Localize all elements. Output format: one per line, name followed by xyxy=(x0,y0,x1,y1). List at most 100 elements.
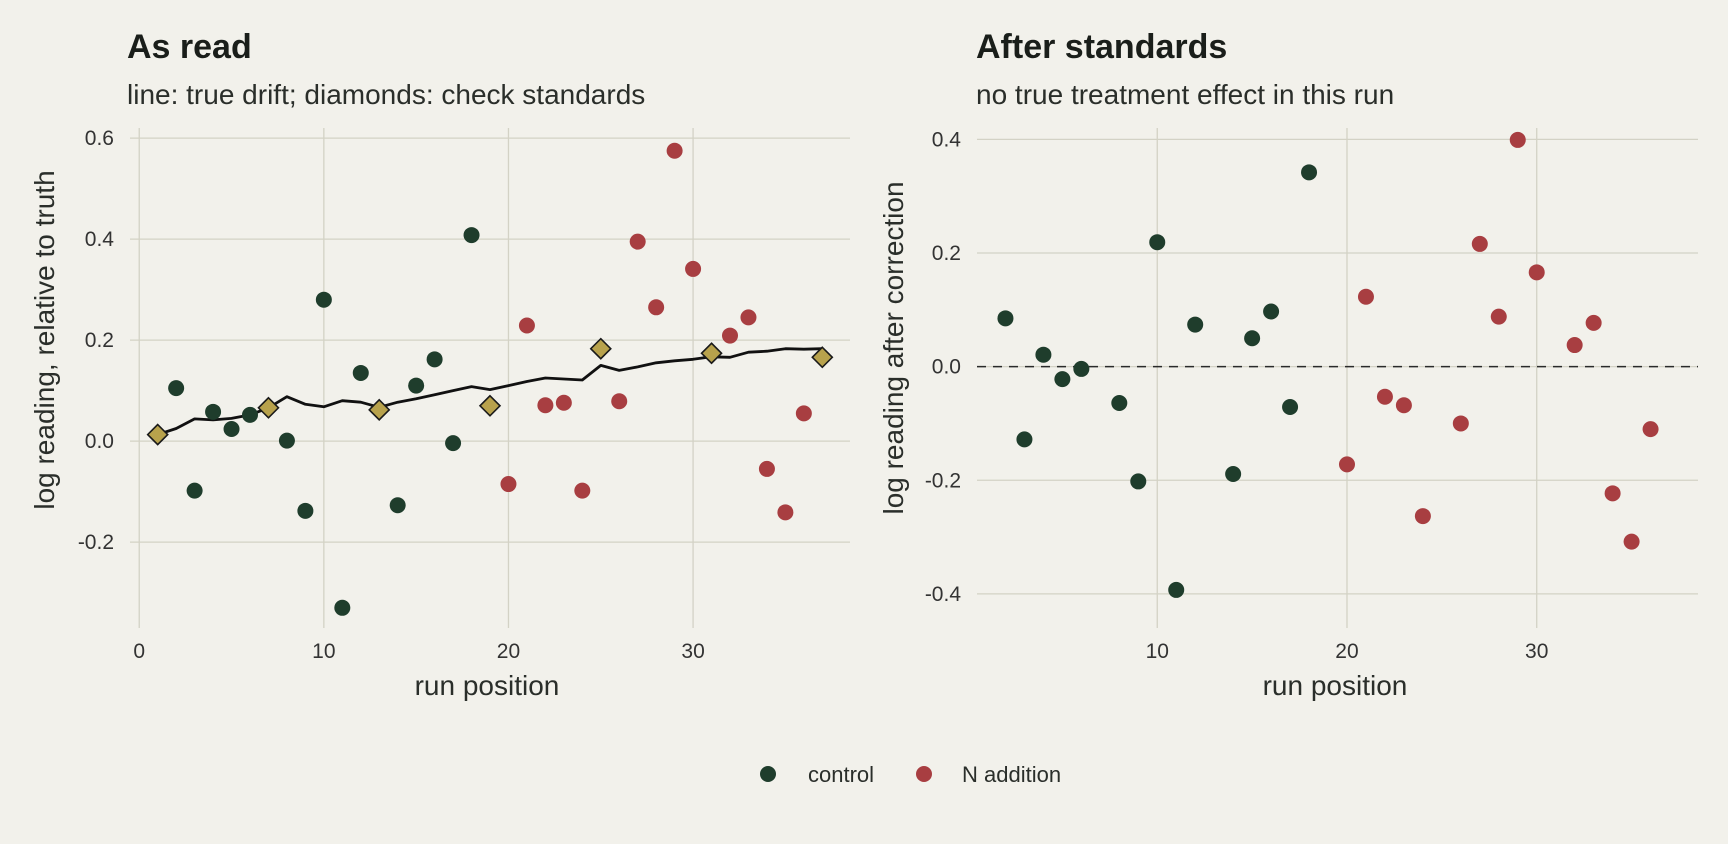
left-n-addition-point xyxy=(758,460,775,477)
right-n-addition-point xyxy=(1490,308,1507,325)
right-control-point xyxy=(1187,316,1204,333)
right-x-tick-label: 30 xyxy=(1525,640,1548,663)
left-control-point xyxy=(205,403,222,420)
left-control-point xyxy=(463,227,480,244)
left-n-addition-point xyxy=(611,393,628,410)
left-x-axis-label: run position xyxy=(415,670,560,701)
left-control-point xyxy=(334,599,351,616)
left-n-addition-point xyxy=(574,482,591,499)
legend-n-addition-swatch xyxy=(916,766,932,782)
left-control-point xyxy=(297,502,314,519)
left-n-addition-point xyxy=(537,397,554,414)
left-control-point xyxy=(223,421,240,438)
right-n-addition-point xyxy=(1623,533,1640,550)
right-n-addition-point xyxy=(1395,397,1412,414)
left-control-point xyxy=(278,432,295,449)
right-control-point xyxy=(1054,371,1071,388)
left-check-standard-diamond xyxy=(478,394,502,417)
left-y-tick-label: 0.4 xyxy=(85,228,115,251)
right-y-tick-label: -0.2 xyxy=(925,469,961,492)
legend-n-addition-label: N addition xyxy=(962,762,1061,787)
left-true-drift-line xyxy=(157,347,823,436)
right-control-point xyxy=(1244,330,1261,347)
right-control-point xyxy=(1073,360,1090,377)
right-x-tick-label: 10 xyxy=(1146,640,1169,663)
right-y-tick-label: 0.0 xyxy=(932,356,961,379)
left-control-point xyxy=(389,497,406,514)
left-n-addition-point xyxy=(740,309,757,326)
legend-control-label: control xyxy=(808,762,874,787)
left-panel-title: As read xyxy=(127,28,252,66)
left-y-tick-label: -0.2 xyxy=(78,531,114,554)
right-plot-area: 10 20 30 -0.4 -0.2 0.0 0.2 0.4 xyxy=(925,128,1698,663)
left-check-standard-diamond xyxy=(146,423,169,446)
right-panel-title: After standards xyxy=(976,28,1227,66)
left-control-point xyxy=(242,406,258,423)
right-control-point xyxy=(1111,395,1128,411)
left-x-tick-label: 20 xyxy=(497,640,520,663)
left-x-tick-label: 30 xyxy=(681,640,704,663)
left-x-tick-label: 0 xyxy=(133,640,145,663)
left-plot-area: 0 10 20 30 -0.2 0.0 0.2 0.4 0.6 xyxy=(78,127,850,663)
right-control-point xyxy=(997,310,1014,327)
legend: control N addition xyxy=(760,762,1061,787)
left-check-standard-diamond xyxy=(368,398,391,421)
right-n-addition-point xyxy=(1471,235,1488,252)
right-control-point xyxy=(1168,581,1185,598)
left-n-addition-point xyxy=(795,405,812,422)
left-check-standard-diamond xyxy=(811,346,834,369)
right-control-point xyxy=(1301,164,1318,181)
right-n-addition-point xyxy=(1585,314,1602,331)
left-control-point xyxy=(426,351,443,368)
left-control-point xyxy=(352,364,369,381)
left-n-addition-point xyxy=(555,394,572,411)
left-control-point xyxy=(315,291,332,308)
right-n-addition-point xyxy=(1528,264,1545,281)
right-n-addition-point xyxy=(1357,288,1374,305)
left-control-point xyxy=(186,482,203,499)
right-y-tick-label: -0.4 xyxy=(925,583,962,606)
right-n-addition-point xyxy=(1642,421,1659,438)
left-y-tick-label: 0.0 xyxy=(85,430,114,453)
left-y-axis-label: log reading, relative to truth xyxy=(29,170,60,509)
right-x-tick-label: 20 xyxy=(1335,640,1358,663)
left-panel-subtitle: line: true drift; diamonds: check standa… xyxy=(127,79,645,110)
left-n-addition-point xyxy=(629,233,646,250)
right-control-point xyxy=(1149,234,1166,251)
right-panel-subtitle: no true treatment effect in this run xyxy=(976,79,1394,110)
right-control-point xyxy=(1016,431,1033,448)
left-check-standard-diamond xyxy=(700,342,723,365)
left-n-addition-point xyxy=(685,260,702,277)
right-y-tick-label: 0.2 xyxy=(932,242,961,265)
right-y-tick-label: 0.4 xyxy=(932,128,962,151)
right-y-axis-label: log reading after correction xyxy=(878,181,909,514)
left-control-point xyxy=(445,435,462,452)
right-n-addition-point xyxy=(1376,388,1393,405)
left-y-tick-label: 0.6 xyxy=(85,127,114,150)
left-check-standard-diamond xyxy=(589,337,612,360)
left-check-standard-diamond xyxy=(257,396,280,419)
left-control-point xyxy=(408,377,425,394)
right-control-point xyxy=(1130,473,1147,490)
right-control-point xyxy=(1263,303,1280,320)
left-n-addition-point xyxy=(666,142,683,159)
right-control-point xyxy=(1282,398,1299,415)
right-n-addition-point xyxy=(1509,131,1526,148)
right-n-addition-point xyxy=(1604,485,1621,502)
right-control-point xyxy=(1035,346,1052,363)
left-n-addition-point xyxy=(777,504,794,521)
right-n-addition-point xyxy=(1452,415,1469,432)
right-n-addition-point xyxy=(1566,337,1583,354)
left-x-tick-label: 10 xyxy=(312,640,335,663)
right-control-point xyxy=(1225,466,1242,483)
left-n-addition-point xyxy=(500,476,517,493)
left-n-addition-point xyxy=(722,327,738,344)
left-control-point xyxy=(168,380,185,397)
legend-control-swatch xyxy=(760,766,776,782)
left-n-addition-point xyxy=(518,317,535,334)
left-y-tick-label: 0.2 xyxy=(85,329,114,352)
right-n-addition-point xyxy=(1338,456,1355,473)
left-n-addition-point xyxy=(648,299,665,316)
